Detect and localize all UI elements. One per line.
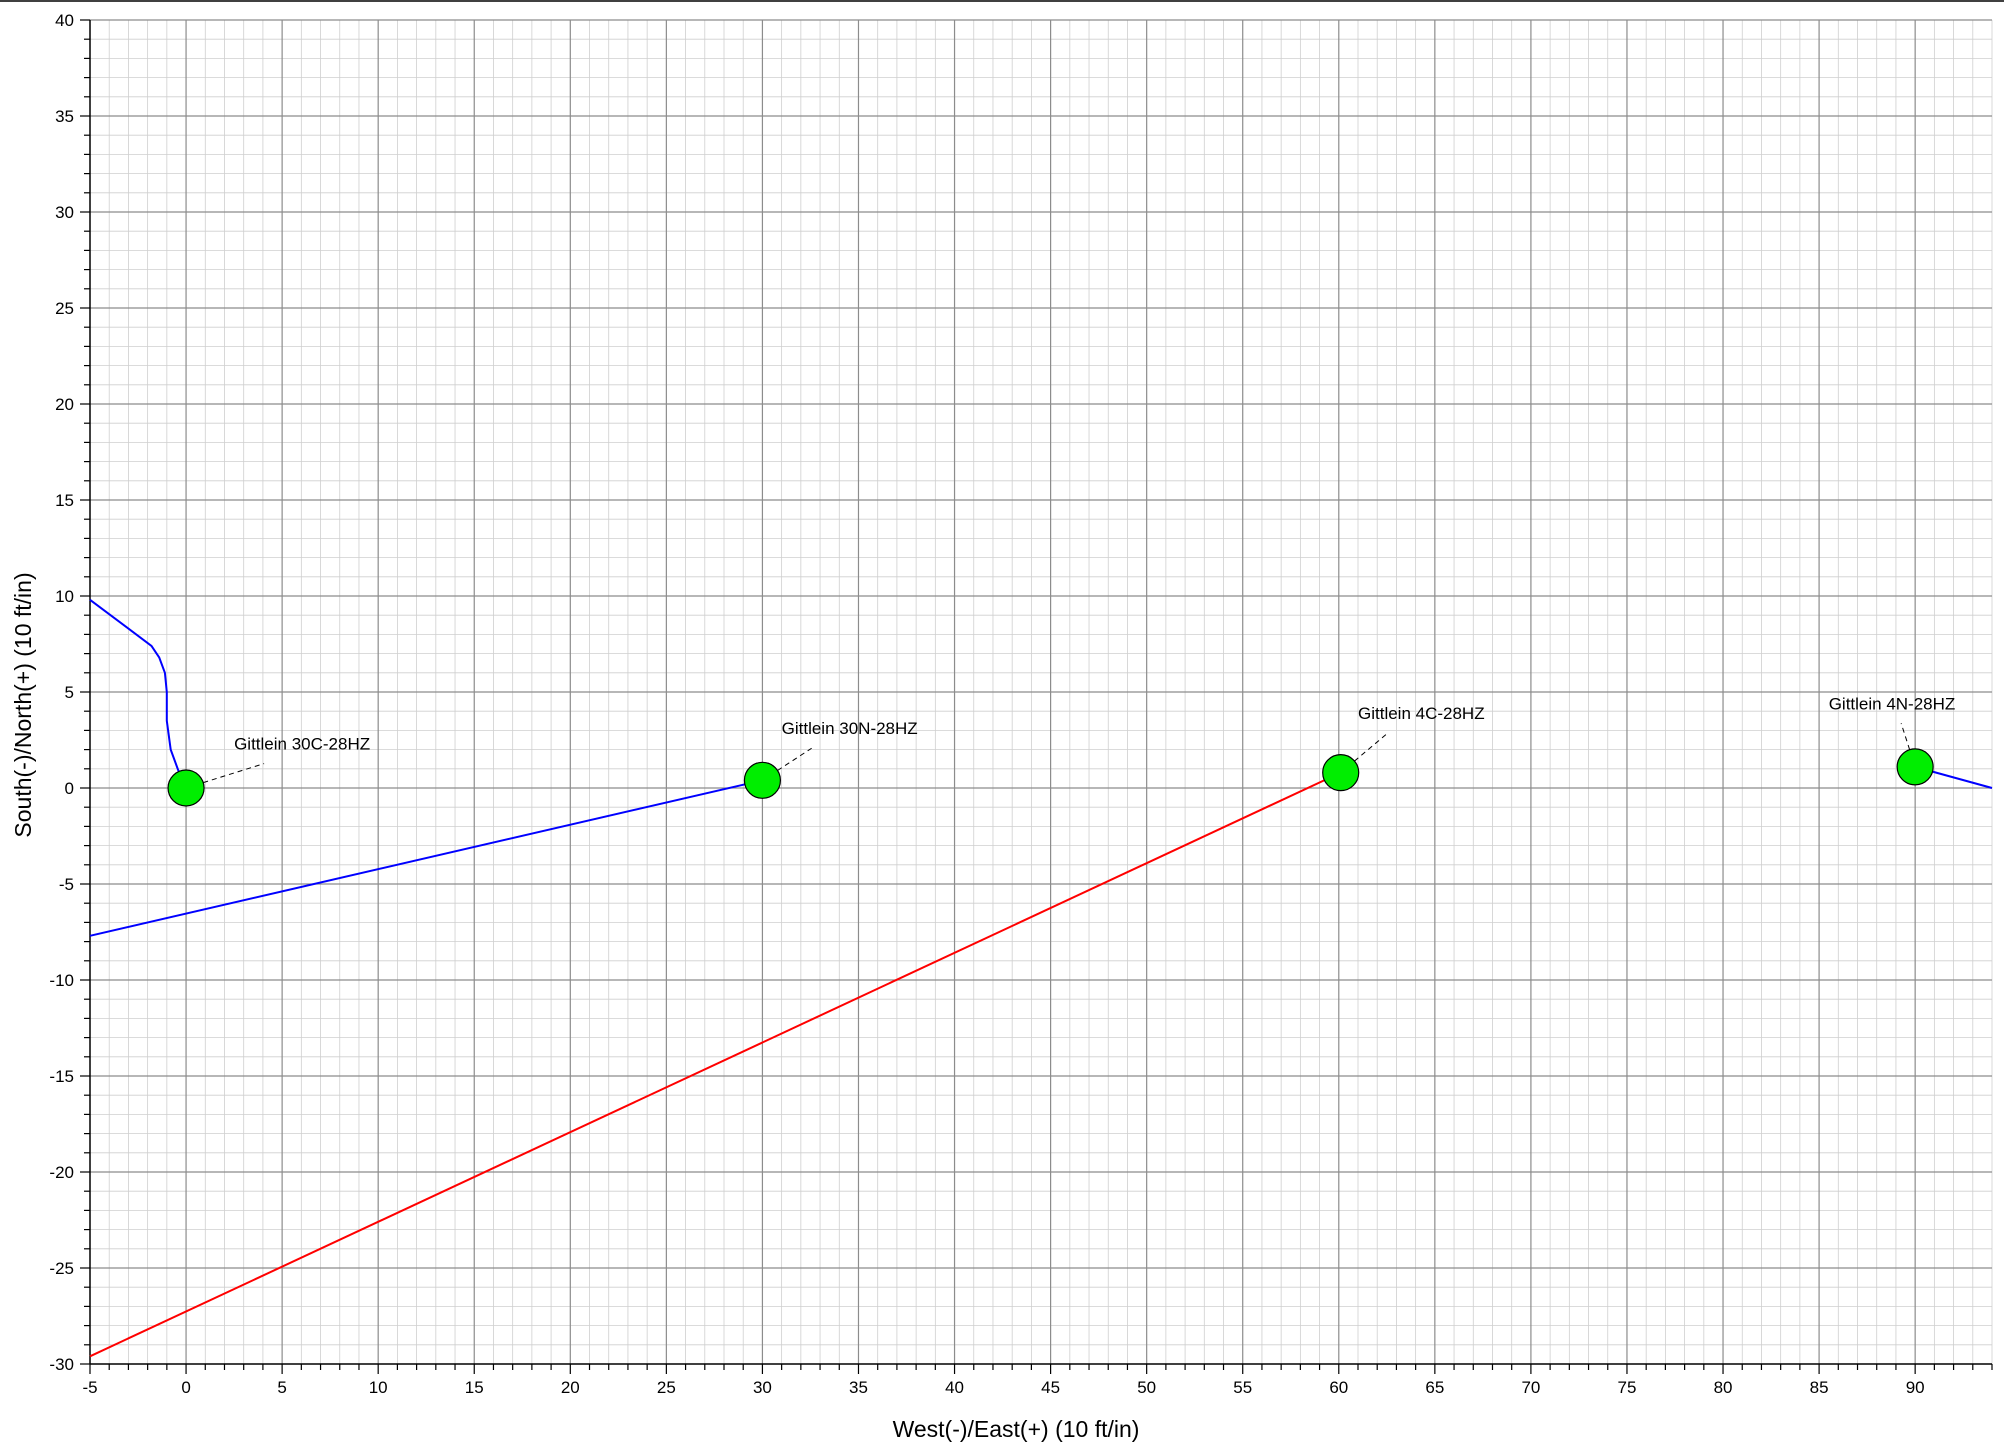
- x-tick-label: 80: [1714, 1378, 1733, 1397]
- y-tick-label: 0: [65, 779, 74, 798]
- x-tick-label: 15: [465, 1378, 484, 1397]
- well-marker: [1322, 754, 1360, 792]
- y-tick-label: -20: [49, 1163, 74, 1182]
- y-tick-label: 30: [55, 203, 74, 222]
- y-tick-label: 20: [55, 395, 74, 414]
- y-tick-label: -5: [59, 875, 74, 894]
- x-tick-label: 70: [1521, 1378, 1540, 1397]
- x-axis-title: West(-)/East(+) (10 ft/in): [893, 1416, 1140, 1442]
- trajectory-lines: [89, 598, 1993, 1358]
- well-leader-line: [1900, 723, 1916, 768]
- well-label: Gittlein 4C-28HZ: [1358, 704, 1485, 723]
- x-tick-label: 50: [1137, 1378, 1156, 1397]
- x-tick-label: 85: [1810, 1378, 1829, 1397]
- x-tick-label: 25: [657, 1378, 676, 1397]
- x-tick-label: 60: [1329, 1378, 1348, 1397]
- x-tick-label: 45: [1041, 1378, 1060, 1397]
- y-tick-label: 35: [55, 107, 74, 126]
- x-tick-label: 65: [1425, 1378, 1444, 1397]
- x-tick-label: -5: [82, 1378, 97, 1397]
- x-tick-label: 90: [1906, 1378, 1925, 1397]
- x-tick-label: 55: [1233, 1378, 1252, 1397]
- well-marker: [167, 769, 205, 807]
- y-tick-label: -30: [49, 1355, 74, 1374]
- well-markers: Gittlein 30C-28HZ Gittlein 30N-28HZ Gittle…: [167, 694, 1956, 807]
- y-axis-title: South(-)/North(+) (10 ft/in): [10, 572, 36, 837]
- x-tick-label: 35: [849, 1378, 868, 1397]
- well-marker: [1896, 748, 1934, 786]
- well-label: Gittlein 4N-28HZ: [1829, 694, 1956, 713]
- y-tick-label: 25: [55, 299, 74, 318]
- y-tick-label: 15: [55, 491, 74, 510]
- y-tick-label: -15: [49, 1067, 74, 1086]
- x-tick-label: 20: [561, 1378, 580, 1397]
- major-grid: [90, 19, 1992, 1364]
- y-tick-label: -10: [49, 971, 74, 990]
- x-tick-label: 5: [277, 1378, 286, 1397]
- trajectory-line: [89, 779, 763, 937]
- well-label: Gittlein 30N-28HZ: [782, 719, 918, 738]
- tick-labels: -5 0 5 10 15 20 25 30 35 40 45 50 55 60 65 70 75 80 85 90-3…: [49, 11, 1924, 1397]
- trajectory-line: [89, 771, 1342, 1358]
- well-marker: [743, 761, 782, 799]
- y-tick-label: 10: [55, 587, 74, 606]
- trajectory-line: [89, 598, 188, 789]
- x-tick-label: 30: [753, 1378, 772, 1397]
- y-tick-label: -25: [49, 1259, 74, 1278]
- x-tick-label: 75: [1618, 1378, 1637, 1397]
- x-tick-label: 40: [945, 1378, 964, 1397]
- x-tick-label: 0: [181, 1378, 190, 1397]
- y-tick-label: 40: [55, 11, 74, 30]
- tick-marks: [80, 19, 1993, 1374]
- y-tick-label: 5: [65, 683, 74, 702]
- well-label: Gittlein 30C-28HZ: [234, 735, 370, 754]
- x-tick-label: 10: [369, 1378, 388, 1397]
